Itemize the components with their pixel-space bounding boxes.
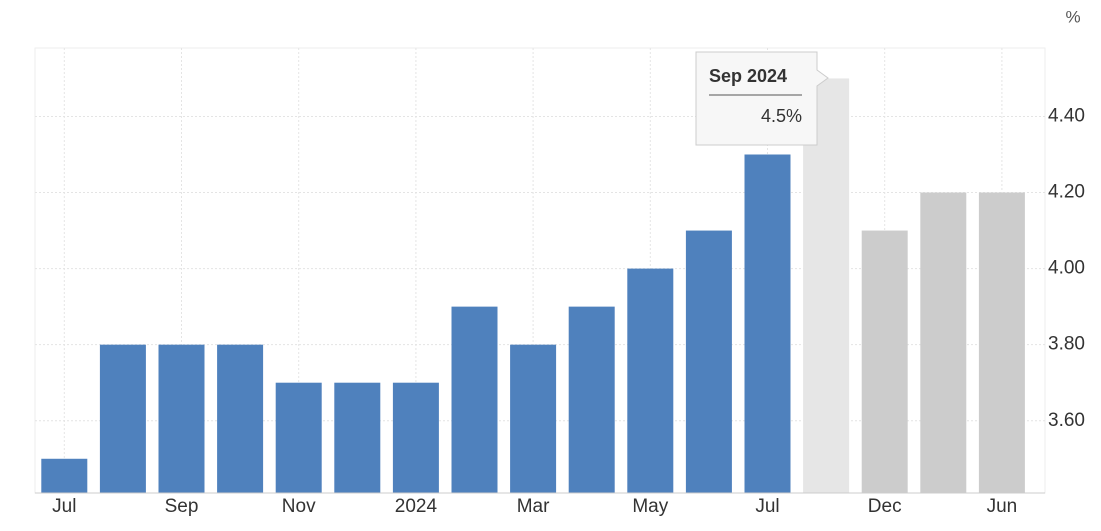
bar <box>744 154 791 493</box>
y-tick-label: 3.60 <box>1048 410 1085 431</box>
bar <box>685 230 732 494</box>
bar <box>275 382 322 493</box>
bar <box>217 344 264 493</box>
x-tick-label: 2024 <box>395 496 438 517</box>
x-tick-label: May <box>632 496 668 517</box>
x-tick-label: Nov <box>282 496 316 517</box>
unit-label: % <box>1065 7 1080 26</box>
y-tick-label: 3.80 <box>1048 334 1085 355</box>
bar <box>158 344 205 493</box>
bar <box>41 458 88 493</box>
x-tick-label: Dec <box>868 496 902 517</box>
tooltip-value: 4.5% <box>761 106 802 126</box>
y-tick-label: 4.00 <box>1048 258 1085 279</box>
bar <box>627 268 674 493</box>
x-tick-label: Jun <box>987 496 1018 517</box>
bar <box>978 192 1025 493</box>
x-tick-label: Sep <box>165 496 199 517</box>
bar <box>451 306 498 493</box>
x-tick-label: Mar <box>517 496 550 517</box>
x-tick-label: Jul <box>755 496 779 517</box>
tooltip: Sep 2024 4.5% <box>695 51 829 146</box>
y-tick-label: 4.20 <box>1048 182 1085 203</box>
bar <box>568 306 615 493</box>
x-tick-label: Jul <box>52 496 76 517</box>
bar <box>392 382 439 493</box>
bar <box>920 192 967 493</box>
bar <box>334 382 381 493</box>
y-tick-label: 4.40 <box>1048 105 1085 126</box>
bar <box>510 344 557 493</box>
tooltip-title: Sep 2024 <box>709 66 787 86</box>
tooltip-box <box>695 51 829 146</box>
bar <box>99 344 146 493</box>
bar <box>803 78 850 493</box>
bar <box>861 230 908 494</box>
